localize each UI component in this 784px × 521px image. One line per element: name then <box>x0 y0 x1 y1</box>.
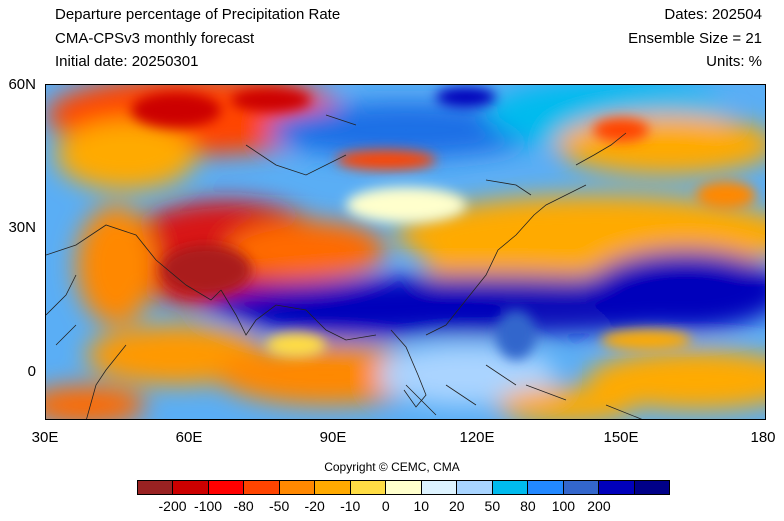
coastlines <box>46 114 643 419</box>
map-title: Departure percentage of Precipitation Ra… <box>55 6 341 23</box>
lon-tick-90e: 90E <box>319 429 347 446</box>
colorbar-segment <box>492 481 529 494</box>
colorbar-label: -100 <box>194 498 223 514</box>
colorbar-label: -200 <box>158 498 187 514</box>
colorbar-label: 200 <box>587 498 611 514</box>
colorbar-label: -80 <box>233 498 254 514</box>
colorbar-segment <box>244 481 280 494</box>
colorbar-label: 0 <box>381 498 390 514</box>
units-label: Units: % <box>706 53 762 70</box>
colorbar-label: 100 <box>551 498 576 514</box>
lon-tick-180: 180 <box>750 429 776 446</box>
ensemble-size: Ensemble Size = 21 <box>628 30 762 47</box>
colorbar-segment <box>315 481 351 494</box>
colorbar-segment <box>138 481 174 494</box>
copyright: Copyright © CEMC, CMA <box>324 460 460 474</box>
colorbar-label: 10 <box>413 498 430 514</box>
colorbar-label: 80 <box>520 498 536 514</box>
lon-tick-60e: 60E <box>175 429 203 446</box>
model-name: CMA-CPSv3 monthly forecast <box>55 30 255 47</box>
initial-date: Initial date: 20250301 <box>55 53 199 70</box>
colorbar-label: -10 <box>340 498 361 514</box>
lat-tick-0: 0 <box>27 363 36 380</box>
colorbar-segment <box>173 481 209 494</box>
colorbar-label: -50 <box>269 498 290 514</box>
colorbar-segment <box>386 481 422 494</box>
forecast-dates: Dates: 202504 <box>664 6 762 23</box>
lon-tick-150e: 150E <box>603 429 639 446</box>
colorbar-segment <box>634 481 670 494</box>
lon-tick-120e: 120E <box>459 429 495 446</box>
colorbar-label: 20 <box>449 498 465 514</box>
colorbar-segment <box>599 481 635 494</box>
lat-tick-30n: 30N <box>8 219 36 236</box>
colorbar-label: 50 <box>484 498 501 514</box>
colorbar-segment <box>208 481 245 494</box>
colorbar-label: -20 <box>304 498 325 514</box>
colorbar-segment <box>457 481 493 494</box>
colorbar-segment <box>421 481 458 494</box>
colorbar-segment <box>528 481 564 494</box>
precipitation-anomaly-map <box>45 84 766 420</box>
colorbar-segment <box>279 481 316 494</box>
lon-tick-30e: 30E <box>31 429 59 446</box>
colorbar <box>137 480 670 495</box>
lat-tick-60n: 60N <box>8 76 36 93</box>
colorbar-segment <box>350 481 387 494</box>
colorbar-segment <box>563 481 600 494</box>
map-field <box>46 85 765 419</box>
